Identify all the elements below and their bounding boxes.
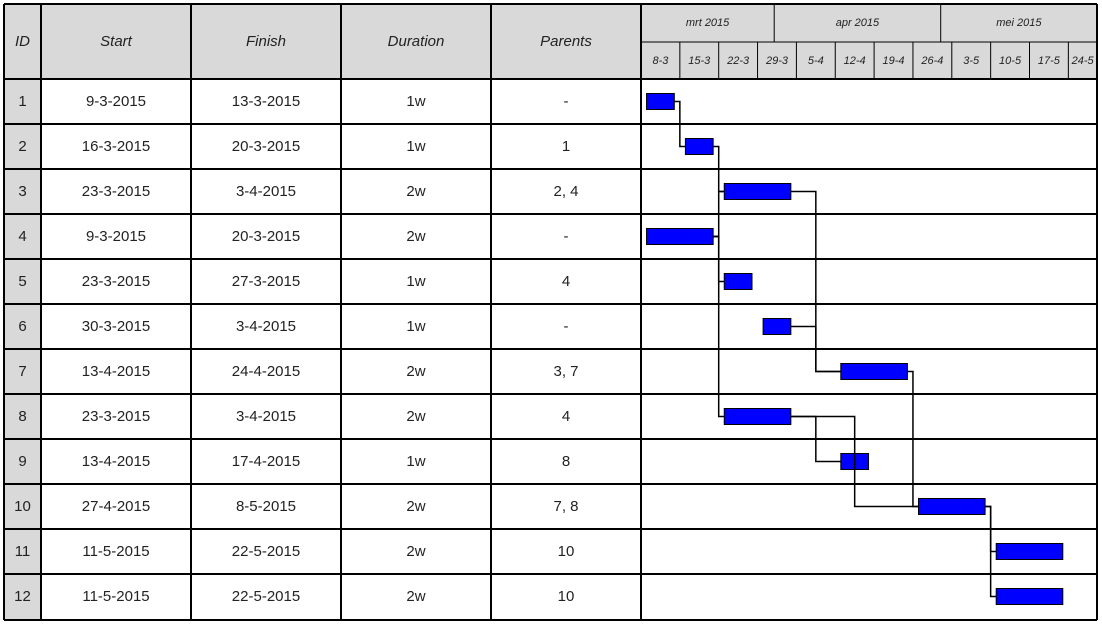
task-bar [918,498,986,515]
week-tick-label: 3-5 [963,54,980,67]
cell-finish: 20-3-2015 [231,228,301,245]
week-tick-label: 24-5 [1071,54,1094,67]
cell-duration: 2w [406,228,426,245]
cell-finish: 13-3-2015 [231,93,301,110]
cell-start: 13-4-2015 [81,453,151,470]
header-start: Start [41,4,191,79]
task-bar [684,138,714,155]
week-tick-label: 15-3 [688,54,711,67]
cell-parents: 1 [561,138,571,155]
cell-id: 7 [4,349,41,394]
dependency-connector [674,100,686,148]
week-tick-label: 19-4 [882,54,905,67]
cell-finish: 8-5-2015 [235,498,297,515]
task-bar [995,588,1064,605]
cell-parents: 4 [561,273,571,290]
cell-parents: 3, 7 [553,363,579,380]
cell-duration: 2w [406,588,426,605]
cell-parents: 10 [557,588,575,605]
cell-duration: 2w [406,363,426,380]
week-tick-label: 26-4 [921,54,944,67]
cell-duration: 1w [406,453,426,470]
cell-duration: 2w [406,183,426,200]
task-bar [762,318,792,335]
cell-start: 11-5-2015 [82,543,150,560]
cell-id: 10 [4,484,41,529]
week-tick-label: 29-3 [765,54,788,67]
cell-id: 4 [4,214,41,259]
cell-id: 1 [4,79,41,124]
cell-parents: 7, 8 [553,498,579,515]
cell-start: 9-3-2015 [85,228,147,245]
week-tick-label: 12-4 [843,54,866,67]
week-tick-label: 8-3 [652,54,669,67]
cell-duration: 1w [406,93,426,110]
cell-parents: 2, 4 [553,183,579,200]
cell-parents: 4 [561,408,571,425]
task-bar [995,543,1064,560]
cell-finish: 3-4-2015 [235,183,297,200]
cell-start: 13-4-2015 [81,363,151,380]
cell-finish: 22-5-2015 [231,588,301,605]
cell-id: 3 [4,169,41,214]
dependency-connector [985,505,997,598]
cell-start: 23-3-2015 [81,183,151,200]
cell-start: 27-4-2015 [81,498,151,515]
header-id: ID [4,4,41,79]
task-bar [646,228,714,245]
cell-parents: 10 [557,543,575,560]
task-bar [723,273,753,290]
header-finish: Finish [191,4,341,79]
cell-finish: 24-4-2015 [231,363,301,380]
cell-parents: - [563,318,569,335]
task-bar [840,363,908,380]
cell-duration: 1w [406,138,426,155]
cell-duration: 2w [406,408,426,425]
cell-start: 9-3-2015 [85,93,147,110]
task-bar [723,183,792,200]
dependency-connector [790,415,919,508]
header-duration: Duration [341,4,491,79]
cell-start: 23-3-2015 [81,273,151,290]
month-label: mei 2015 [996,17,1042,29]
cell-start: 23-3-2015 [81,408,151,425]
cell-id: 6 [4,304,41,349]
week-tick-label: 5-4 [807,54,824,67]
cell-finish: 20-3-2015 [231,138,301,155]
cell-finish: 3-4-2015 [235,408,297,425]
cell-duration: 2w [406,498,426,515]
cell-duration: 1w [406,273,426,290]
cell-parents: 8 [561,453,571,470]
cell-finish: 3-4-2015 [235,318,297,335]
cell-finish: 27-3-2015 [231,273,301,290]
cell-duration: 2w [406,543,426,560]
cell-id: 9 [4,439,41,484]
cell-duration: 1w [406,318,426,335]
task-bar [646,93,675,110]
cell-id: 12 [4,574,41,619]
cell-start: 30-3-2015 [81,318,151,335]
cell-start: 11-5-2015 [82,588,150,605]
cell-finish: 17-4-2015 [231,453,301,470]
cell-id: 11 [4,529,41,574]
week-tick-label: 17-5 [1037,54,1060,67]
cell-id: 8 [4,394,41,439]
cell-parents: - [563,93,569,110]
cell-start: 16-3-2015 [81,138,151,155]
cell-id: 5 [4,259,41,304]
month-label: apr 2015 [835,17,880,29]
month-label: mrt 2015 [685,17,730,29]
week-tick-label: 22-3 [727,54,750,67]
cell-parents: - [563,228,569,245]
week-tick-label: 10-5 [999,54,1022,67]
dependency-connector [790,325,841,373]
header-parents: Parents [491,4,641,79]
task-bar [723,408,792,425]
cell-finish: 22-5-2015 [231,543,301,560]
dependency-connector [713,235,725,418]
cell-id: 2 [4,124,41,169]
